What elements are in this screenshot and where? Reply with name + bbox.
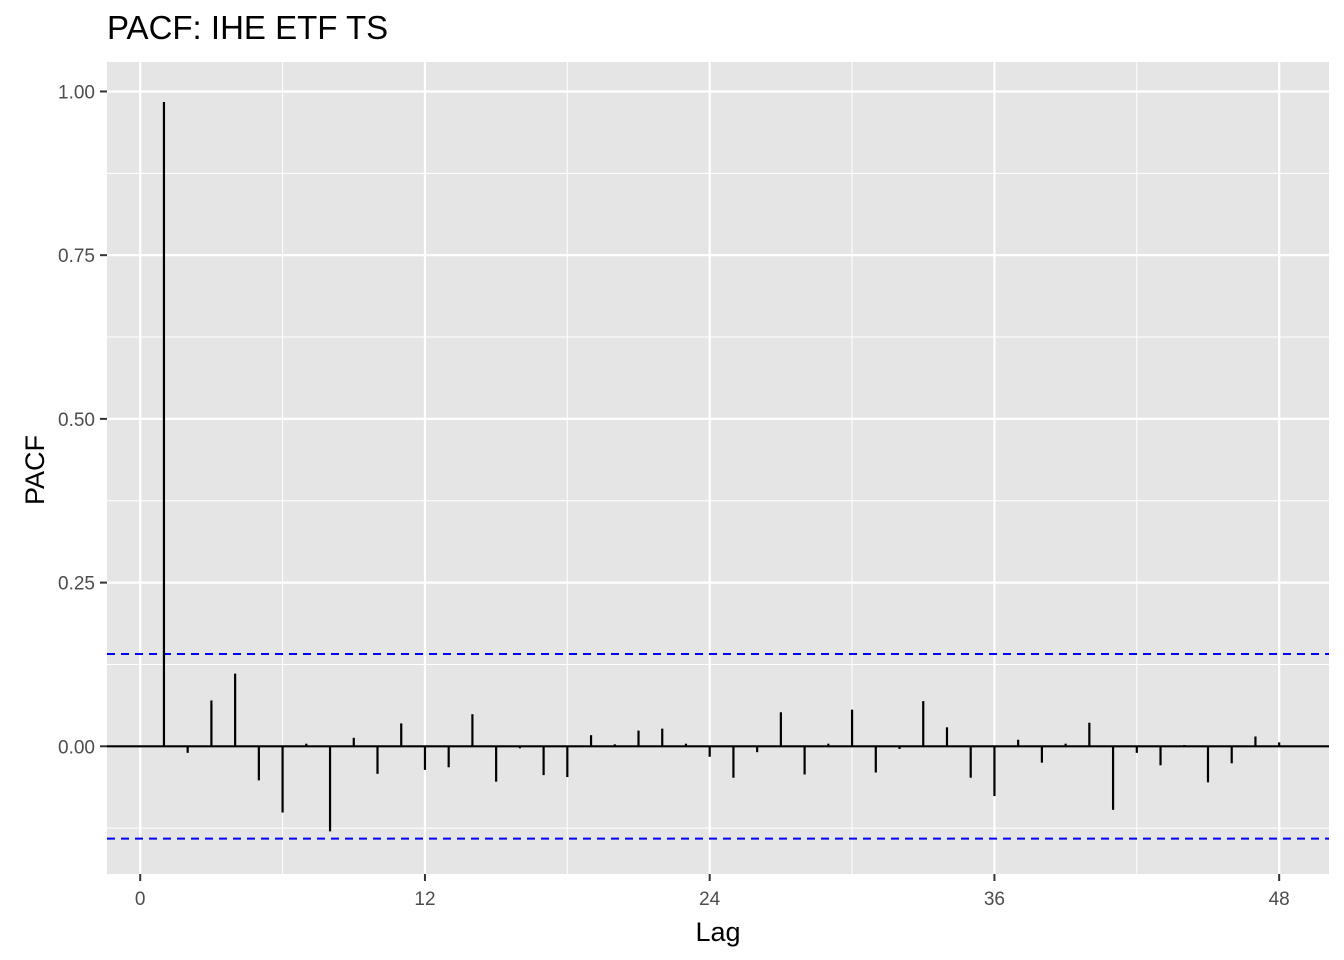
y-axis: 0.00 0.25 0.50 0.75 1.00 [58,82,107,758]
y-tick-label: 1.00 [58,82,95,103]
chart-title: PACF: IHE ETF TS [107,9,388,46]
pacf-bars [162,101,1281,832]
x-tick-label: 36 [984,889,1005,910]
x-tick-label: 24 [699,889,721,910]
major-gridlines [107,62,1329,874]
y-tick-label: 0.00 [58,737,95,758]
plot-panel [107,62,1329,874]
x-tick-label: 48 [1269,889,1290,910]
x-axis-title: Lag [695,917,740,947]
y-axis-title: PACF [20,435,50,505]
confidence-bounds [107,652,1329,840]
y-tick-label: 0.25 [58,574,95,595]
x-tick-label: 12 [414,889,435,910]
minor-gridlines [107,62,1329,874]
y-tick-label: 0.50 [58,410,95,431]
y-tick-label: 0.75 [58,246,95,267]
x-axis: 0 12 24 36 48 [135,874,1290,910]
x-tick-label: 0 [135,889,146,910]
